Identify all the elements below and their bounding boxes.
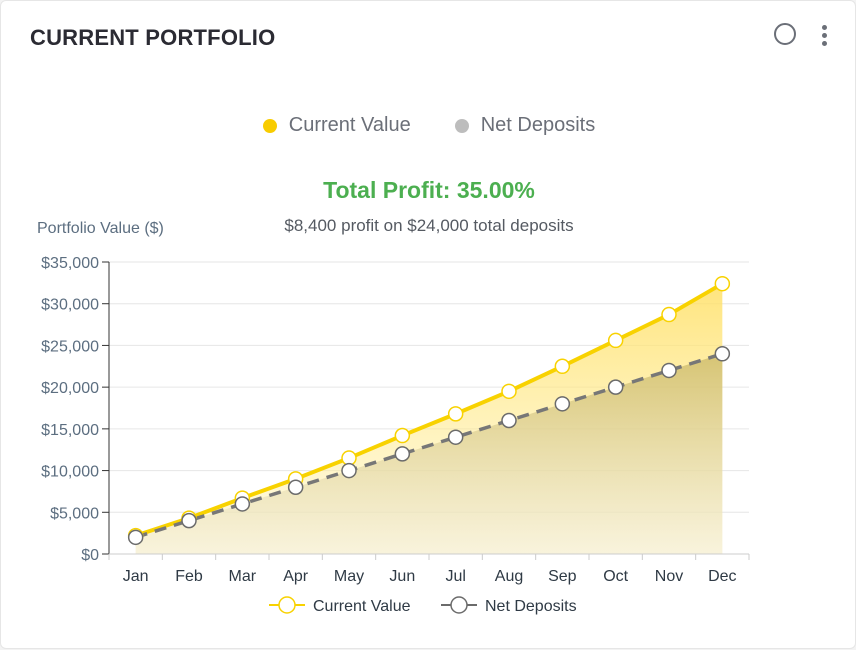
series-area	[135, 353, 723, 554]
data-point	[447, 406, 464, 422]
line-layer	[135, 281, 724, 539]
data-point	[554, 358, 571, 375]
y-tick-label: $10,000	[41, 464, 99, 481]
y-tick-label: $30,000	[41, 297, 99, 314]
x-tick-label: Jan	[123, 568, 149, 585]
legend-item-current-value[interactable]: Current Value	[262, 114, 411, 137]
data-point	[607, 332, 624, 349]
x-tick-label: Mar	[229, 568, 257, 585]
data-point	[554, 396, 571, 412]
kebab-dot	[822, 33, 827, 38]
legend-marker-icon	[450, 596, 468, 614]
data-point	[287, 479, 304, 496]
legend-label: Current Value	[313, 598, 411, 615]
series-line	[135, 352, 723, 539]
x-tick-label: Dec	[708, 568, 736, 585]
y-tick-label: $15,000	[41, 422, 99, 439]
data-point	[234, 496, 251, 512]
x-tick-label: Apr	[283, 568, 309, 585]
legend-marker-icon	[278, 596, 296, 614]
y-tick-label: $25,000	[41, 338, 99, 355]
data-point	[607, 379, 624, 395]
area-layer	[135, 283, 723, 554]
y-tick-label: $20,000	[41, 380, 99, 397]
data-point	[501, 383, 517, 400]
y-tick-label: $5,000	[50, 505, 99, 522]
x-tick-label: May	[334, 568, 364, 585]
data-point	[127, 529, 144, 546]
legend-label: Current Value	[288, 114, 411, 136]
legend-dot-icon	[454, 118, 469, 133]
x-tick-label: Feb	[175, 568, 203, 585]
y-tick-label: $0	[81, 547, 99, 564]
kebab-menu-icon[interactable]	[815, 23, 835, 49]
x-tick-label: Nov	[655, 568, 683, 585]
series-line	[135, 281, 724, 538]
x-tick-label: Sep	[548, 568, 577, 585]
data-point	[341, 462, 357, 479]
kebab-dot	[822, 25, 827, 30]
data-point	[501, 412, 517, 429]
data-point	[714, 346, 731, 362]
y-axis-title: Portfolio Value ($)	[37, 220, 164, 237]
card-title: CURRENT PORTFOLIO	[30, 25, 276, 50]
x-tick-label: Jul	[445, 568, 465, 585]
data-point	[181, 512, 197, 529]
data-point	[394, 427, 411, 444]
legend-dot-icon	[262, 118, 277, 133]
x-tick-label: Oct	[603, 568, 628, 585]
bottom-legend: Current Value Net Deposits	[269, 596, 577, 615]
top-legend: Current Value Net Deposits	[1, 114, 856, 137]
y-tick-label: $35,000	[41, 255, 99, 272]
total-profit-title: Total Profit: 35.00%	[323, 177, 535, 203]
data-point	[661, 306, 677, 323]
data-point	[714, 275, 731, 292]
circle-outline-icon[interactable]	[774, 23, 796, 45]
legend-label: Net Deposits	[485, 598, 577, 615]
axis-layer: $0 $5,000 $10,000 $15,000 $20,000 $25,000 $30,…	[41, 255, 750, 585]
legend-label: Net Deposits	[480, 114, 596, 136]
data-point	[661, 362, 677, 379]
x-tick-label: Jun	[389, 568, 415, 585]
data-point	[394, 446, 411, 462]
x-tick-label: Aug	[495, 568, 523, 585]
kebab-dot	[822, 41, 827, 46]
legend-item-net-deposits[interactable]: Net Deposits	[454, 114, 596, 137]
point-layer	[127, 275, 731, 546]
data-point	[447, 429, 464, 445]
total-profit-subtitle: $8,400 profit on $24,000 total deposits	[284, 216, 574, 235]
